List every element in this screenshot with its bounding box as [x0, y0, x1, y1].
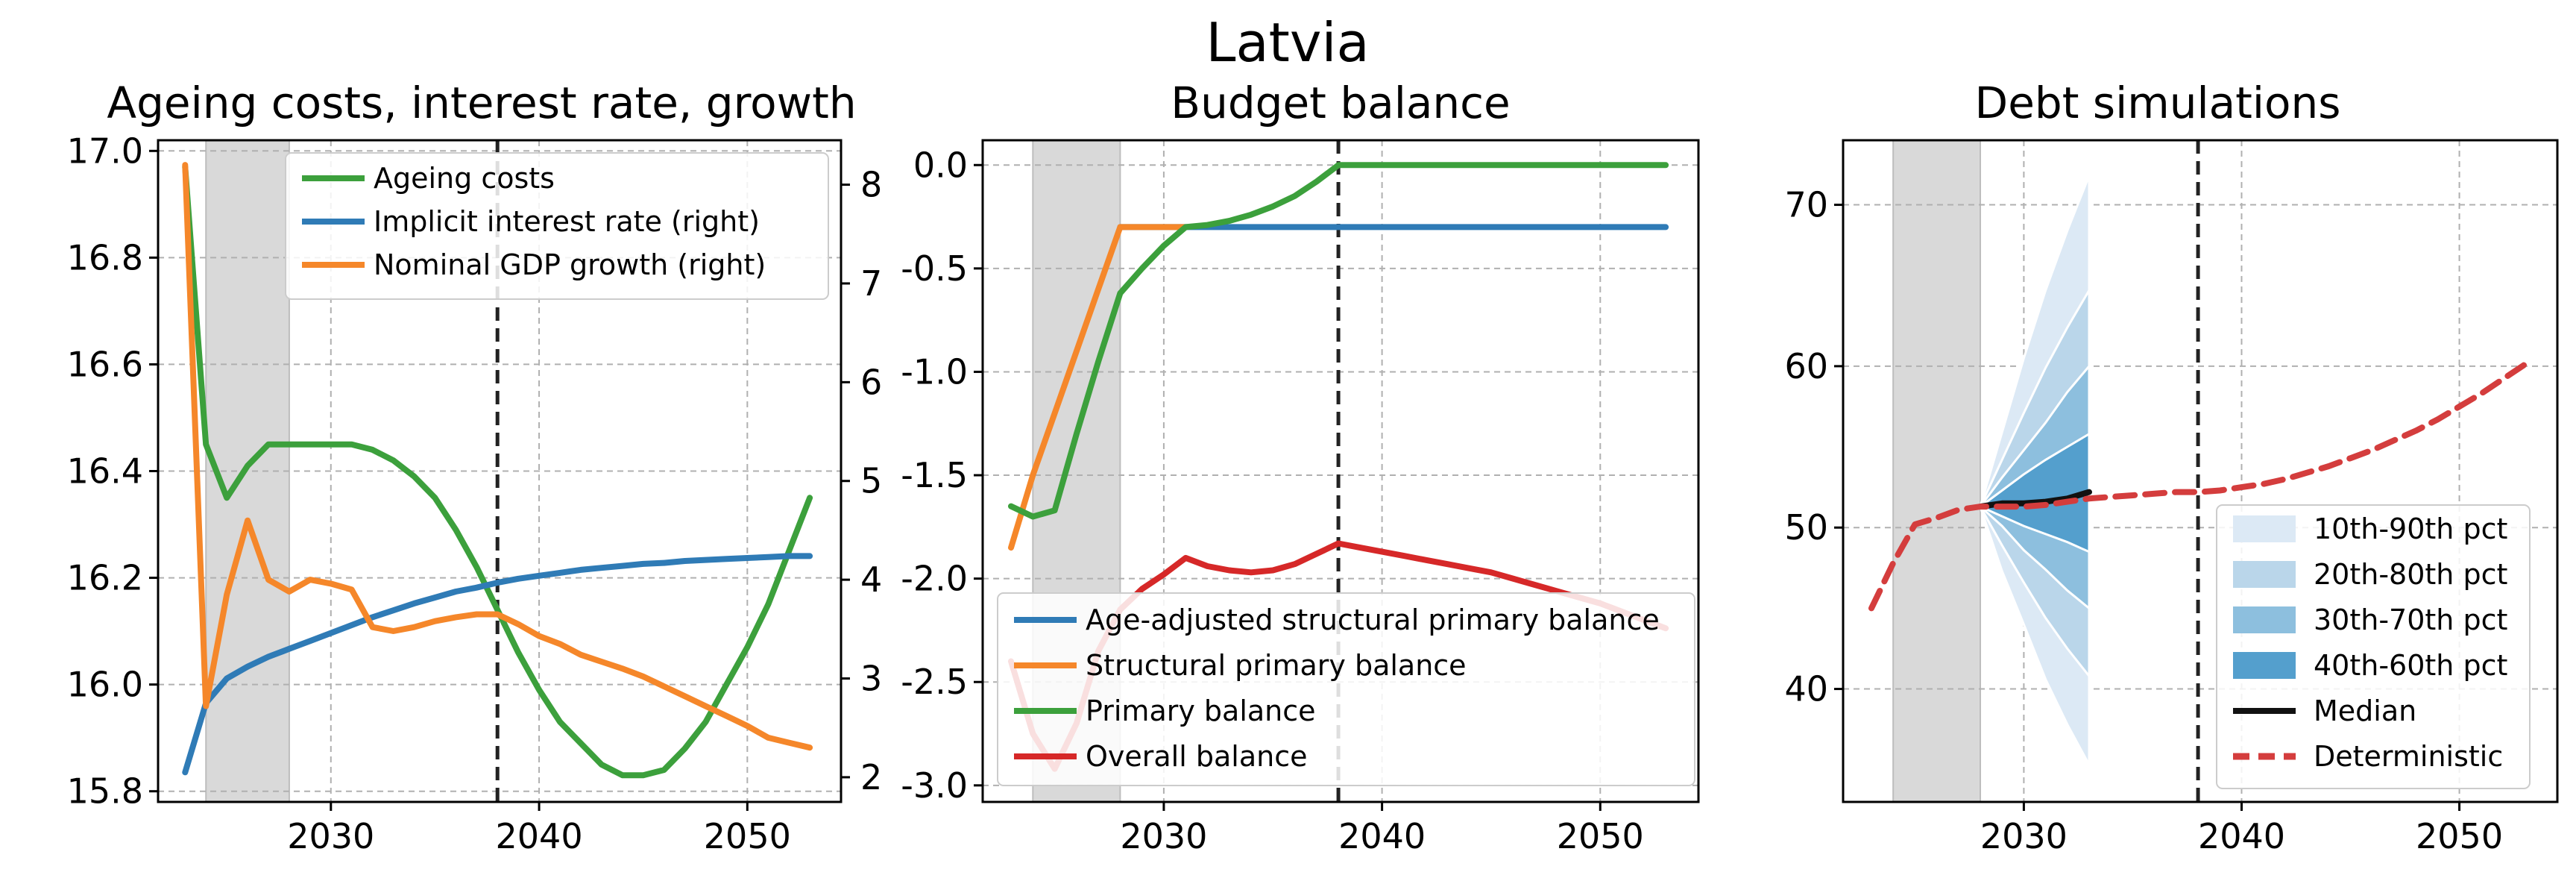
y-tick-label: 16.8	[67, 237, 143, 278]
panel-debt-plot-area: 2030 2040 2050 40 50 60 70 10th-90th pct 20th-80…	[1784, 139, 2559, 856]
y-tick-label: -3.0	[901, 765, 968, 806]
series-structural-primary-balance	[1008, 224, 1189, 551]
x-tick-label: 2040	[1338, 816, 1426, 856]
legend: Ageing costs Implicit interest rate (righ…	[285, 152, 829, 300]
x-tick-label: 2050	[1557, 816, 1644, 856]
y2-tick-label: 3	[860, 659, 882, 699]
panel-budget-title: Budget balance	[1171, 78, 1510, 128]
x-tick-label: 2040	[496, 816, 583, 856]
legend-label: 10th-90th pct	[2314, 512, 2507, 545]
panel-debt-title: Debt simulations	[1975, 78, 2341, 128]
y-tick-label: -2.0	[901, 559, 968, 599]
series-primary-balance	[1008, 162, 1669, 520]
x-tick-label: 2030	[287, 816, 374, 856]
x-tick-label: 2050	[704, 816, 791, 856]
legend-label: 30th-70th pct	[2314, 603, 2507, 636]
legend-swatch	[2233, 561, 2296, 588]
series-deterministic	[1868, 361, 2528, 612]
legend: 10th-90th pct 20th-80th pct 30th-70th pct 4…	[2216, 504, 2531, 789]
legend: Age-adjusted structural primary balance S…	[997, 592, 1695, 786]
series-layer	[182, 162, 813, 779]
y-tick-label: 17.0	[67, 131, 143, 171]
legend-label: Nominal GDP growth (right)	[374, 248, 766, 281]
legend-label: Deterministic	[2314, 740, 2503, 773]
y-tick-label: 70	[1784, 185, 1828, 225]
legend-swatch	[2233, 606, 2296, 633]
y2-tick-label: 6	[860, 362, 882, 402]
x-tick-label: 2050	[2416, 816, 2503, 856]
panel-ageing: Ageing costs, interest rate, growth 2030…	[67, 78, 883, 856]
x-tick-label: 2040	[2198, 816, 2285, 856]
y2-tick-label: 4	[860, 559, 882, 600]
legend-swatch	[2233, 652, 2296, 679]
legend-box	[997, 592, 1695, 786]
y2-tick-label: 8	[860, 165, 882, 205]
y-tick-label: 0.0	[913, 145, 968, 185]
panel-debt: Debt simulations 2030 2040 2050 40 50 60 70 10t…	[1784, 78, 2559, 856]
legend-label: 20th-80th pct	[2314, 558, 2507, 591]
series-ageing-costs	[182, 163, 813, 779]
y-tick-label: 50	[1784, 507, 1828, 548]
legend-label: Primary balance	[1086, 695, 1316, 727]
axes-frame	[981, 139, 1700, 803]
y-tick-label: 16.6	[67, 344, 143, 384]
y-tick-label: 15.8	[67, 771, 143, 812]
y-tick-label: 16.2	[67, 558, 143, 598]
legend-label: Age-adjusted structural primary balance	[1086, 603, 1660, 636]
panel-ageing-title: Ageing costs, interest rate, growth	[107, 78, 856, 128]
y-tick-label: -1.0	[901, 351, 968, 392]
legend-label: Structural primary balance	[1086, 649, 1467, 682]
legend-box	[285, 152, 829, 300]
y-tick-label: -1.5	[901, 455, 968, 495]
y-tick-label: 16.0	[67, 665, 143, 705]
legend-label: 40th-60th pct	[2314, 649, 2507, 682]
x-tick-label: 2030	[1120, 816, 1207, 856]
y2-tick-label: 5	[860, 461, 882, 501]
legend-label: Implicit interest rate (right)	[374, 205, 760, 238]
legend-label: Ageing costs	[374, 162, 555, 195]
y-tick-label: -2.5	[901, 662, 968, 702]
shaded-period	[1892, 139, 1982, 803]
panel-ageing-plot-area: 2030 2040 2050 15.8 16.0 16.2 16.4 16.6 16.8 17.0…	[67, 131, 883, 856]
legend-label: Overall balance	[1086, 740, 1308, 773]
figure-title: Latvia	[1206, 11, 1369, 74]
panel-budget-plot-area: 2030 2040 2050 0.0 -0.5 -1.0 -1.5 -2.0 -2.5 -3.0 A…	[901, 139, 1700, 856]
series-implicit-interest-rate-right	[182, 553, 813, 776]
y-tick-label: 40	[1784, 669, 1828, 709]
legend-label: Median	[2314, 695, 2416, 727]
y-tick-label: 16.4	[67, 451, 143, 492]
panel-budget: Budget balance 2030 2040 2050 0.0 -0.5 -1.0 -1…	[901, 78, 1700, 856]
x-tick-label: 2030	[1980, 816, 2068, 856]
y-tick-label: -0.5	[901, 248, 968, 289]
y2-tick-label: 7	[860, 263, 882, 304]
y-tick-label: 60	[1784, 346, 1828, 386]
legend-swatch	[2233, 515, 2296, 542]
series-nominal-gdp-growth-right	[182, 162, 813, 751]
y2-tick-label: 2	[860, 757, 882, 797]
axes-frame	[1842, 139, 2559, 803]
series-layer	[1868, 175, 2528, 765]
